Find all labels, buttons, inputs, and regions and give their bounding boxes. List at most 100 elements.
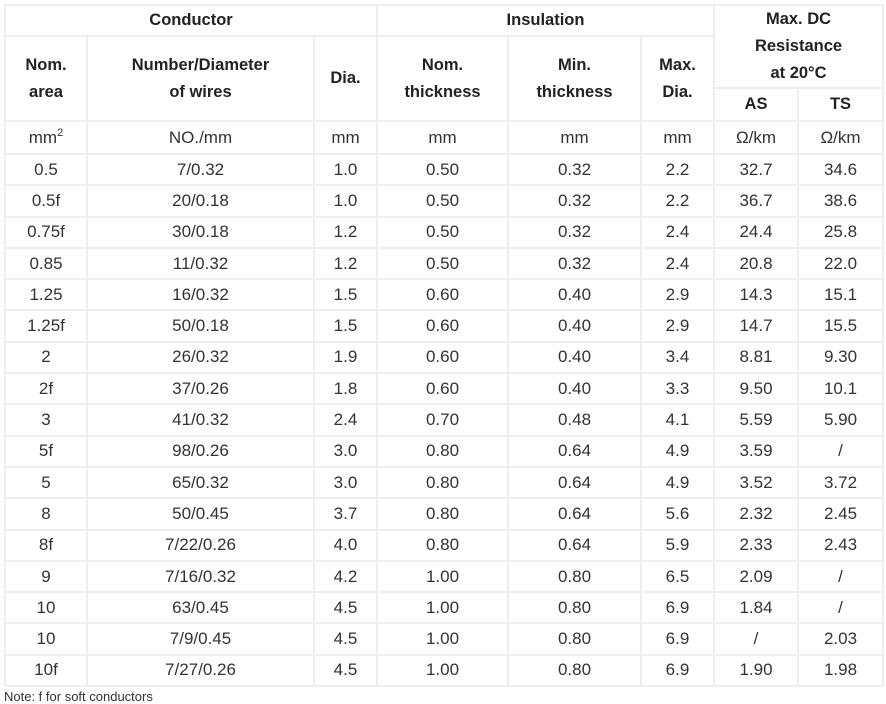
table-cell: 5 xyxy=(4,465,88,500)
table-cell: 20.8 xyxy=(713,246,799,281)
table-cell: 0.50 xyxy=(376,184,509,218)
table-row: 0.85 11/0.32 1.2 0.50 0.32 2.4 20.8 22.0 xyxy=(4,246,885,281)
table-cell: 3.52 xyxy=(713,465,799,500)
table-cell: 2.4 xyxy=(640,215,715,249)
table-cell: 0.32 xyxy=(507,246,642,281)
table-cell: 2.32 xyxy=(713,497,799,531)
table-cell: 30/0.18 xyxy=(86,215,315,249)
table-cell: 4.5 xyxy=(313,653,378,688)
table-cell: 32.7 xyxy=(713,152,799,187)
table-cell: 1.5 xyxy=(313,309,378,343)
table-cell: 50/0.18 xyxy=(86,309,315,343)
table-cell: 0.64 xyxy=(507,497,642,531)
table-cell: 5.9 xyxy=(640,528,715,562)
table-cell: 98/0.26 xyxy=(86,434,315,468)
table-cell: 5.59 xyxy=(713,403,799,437)
header-conductor: Conductor xyxy=(4,4,378,37)
table-cell: 0.32 xyxy=(507,184,642,218)
table-row: 0.75f 30/0.18 1.2 0.50 0.32 2.4 24.4 25.8 xyxy=(4,215,885,249)
table-cell: 1.8 xyxy=(313,372,378,406)
table-cell: 0.40 xyxy=(507,309,642,343)
header-nom-area: Nom. area xyxy=(4,35,88,122)
table-cell: 38.6 xyxy=(796,184,885,218)
units-row: mm2 NO./mm mm mm mm mm Ω/km Ω/km xyxy=(4,120,885,155)
table-cell: 1.98 xyxy=(796,653,885,688)
table-cell: 7/0.32 xyxy=(86,152,315,187)
header-min-thickness: Min. thickness xyxy=(507,35,642,122)
table-row: 10f 7/27/0.26 4.5 1.00 0.80 6.9 1.90 1.98 xyxy=(4,653,885,688)
table-cell: 1.90 xyxy=(713,653,799,688)
table-cell: 3.3 xyxy=(640,372,715,406)
unit-max: mm xyxy=(640,120,715,155)
table-cell: 3.0 xyxy=(313,434,378,468)
table-cell: / xyxy=(796,434,885,468)
table-cell: 0.64 xyxy=(507,465,642,500)
table-cell: 1.9 xyxy=(313,340,378,375)
table-cell: 1.25f xyxy=(4,309,88,343)
table-row: 0.5f 20/0.18 1.0 0.50 0.32 2.2 36.7 38.6 xyxy=(4,184,885,218)
table-cell: 7/27/0.26 xyxy=(86,653,315,688)
unit-number: NO./mm xyxy=(86,120,315,155)
table-cell: 1.2 xyxy=(313,246,378,281)
header-ts: TS xyxy=(796,87,885,122)
table-cell: 7/22/0.26 xyxy=(86,528,315,562)
table-cell: 0.80 xyxy=(507,653,642,688)
table-row: 1.25f 50/0.18 1.5 0.60 0.40 2.9 14.7 15.5 xyxy=(4,309,885,343)
table-cell: 1.0 xyxy=(313,184,378,218)
table-cell: 0.40 xyxy=(507,278,642,312)
table-cell: 5.6 xyxy=(640,497,715,531)
table-cell: 2.45 xyxy=(796,497,885,531)
header-max-dia: Max. Dia. xyxy=(640,35,715,122)
table-cell: 8f xyxy=(4,528,88,562)
table-cell: 7/9/0.45 xyxy=(86,622,315,656)
table-cell: 0.60 xyxy=(376,309,509,343)
table-cell: 2.9 xyxy=(640,278,715,312)
header-nom-thickness: Nom. thickness xyxy=(376,35,509,122)
table-cell: 10.1 xyxy=(796,372,885,406)
table-cell: 2 xyxy=(4,340,88,375)
table-cell: 0.64 xyxy=(507,434,642,468)
table-cell: 1.00 xyxy=(376,653,509,688)
table-cell: 9 xyxy=(4,559,88,594)
table-row: 8 50/0.45 3.7 0.80 0.64 5.6 2.32 2.45 xyxy=(4,497,885,531)
table-cell: 0.80 xyxy=(507,591,642,625)
cable-spec-table: Conductor Insulation Max. DC Resistance at… xyxy=(4,4,885,688)
table-cell: 50/0.45 xyxy=(86,497,315,531)
table-cell: / xyxy=(713,622,799,656)
table-cell: 2.4 xyxy=(640,246,715,281)
table-cell: 11/0.32 xyxy=(86,246,315,281)
table-cell: 4.0 xyxy=(313,528,378,562)
table-cell: 25.8 xyxy=(796,215,885,249)
table-row: 5f 98/0.26 3.0 0.80 0.64 4.9 3.59/ xyxy=(4,434,885,468)
table-cell: 3.72 xyxy=(796,465,885,500)
table-cell: 0.80 xyxy=(376,528,509,562)
table-cell: 0.80 xyxy=(376,497,509,531)
table-cell: 9.50 xyxy=(713,372,799,406)
table-cell: 1.25 xyxy=(4,278,88,312)
table-row: 2 26/0.32 1.9 0.60 0.40 3.4 8.81 9.30 xyxy=(4,340,885,375)
table-cell: 0.50 xyxy=(376,246,509,281)
table-cell: 5.90 xyxy=(796,403,885,437)
unit-dia: mm xyxy=(313,120,378,155)
table-cell: 4.9 xyxy=(640,465,715,500)
table-cell: 0.85 xyxy=(4,246,88,281)
table-cell: 16/0.32 xyxy=(86,278,315,312)
table-cell: 10 xyxy=(4,622,88,656)
header-as: AS xyxy=(713,87,799,122)
table-cell: 3.59 xyxy=(713,434,799,468)
table-cell: 9.30 xyxy=(796,340,885,375)
table-cell: 2.03 xyxy=(796,622,885,656)
header-insulation: Insulation xyxy=(376,4,715,37)
table-cell: 2.4 xyxy=(313,403,378,437)
table-cell: 0.32 xyxy=(507,215,642,249)
table-cell: 0.60 xyxy=(376,372,509,406)
table-cell: 0.70 xyxy=(376,403,509,437)
table-cell: 0.80 xyxy=(507,559,642,594)
table-cell: 15.5 xyxy=(796,309,885,343)
table-cell: / xyxy=(796,591,885,625)
table-cell: 4.1 xyxy=(640,403,715,437)
table-cell: 36.7 xyxy=(713,184,799,218)
table-cell: 65/0.32 xyxy=(86,465,315,500)
table-cell: 0.60 xyxy=(376,278,509,312)
table-cell: 0.48 xyxy=(507,403,642,437)
